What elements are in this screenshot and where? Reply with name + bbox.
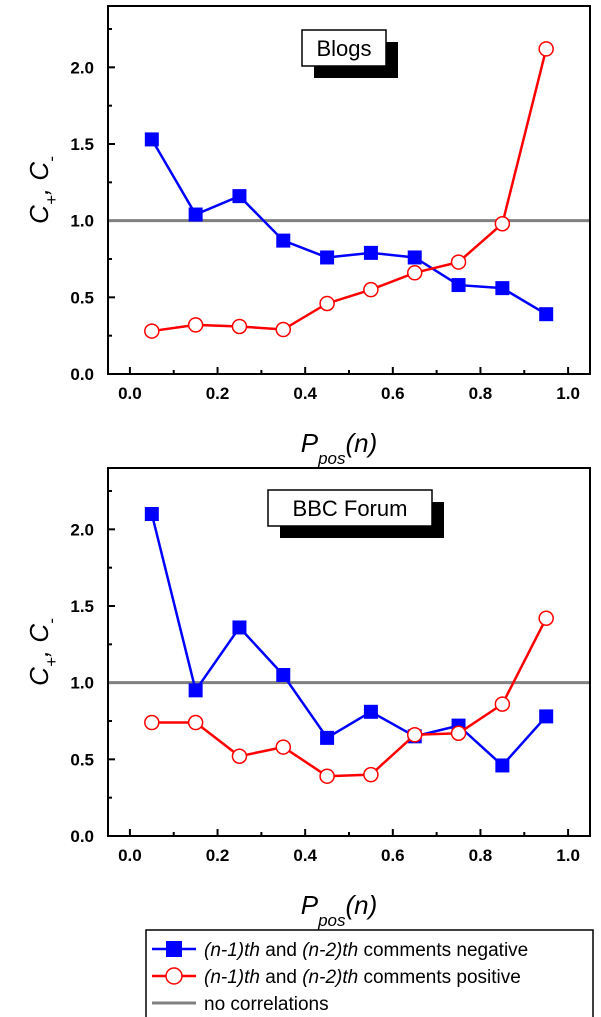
y-tick-label: 1.5 <box>70 135 94 154</box>
point-positive <box>187 714 204 731</box>
x-tick-label: 0.6 <box>381 384 405 403</box>
y-tick-label: 1.0 <box>70 212 94 231</box>
title-box <box>301 29 387 67</box>
point-negative <box>188 207 203 222</box>
point-negative <box>188 683 203 698</box>
point-negative <box>539 709 554 724</box>
point-positive <box>319 768 335 784</box>
point-negative <box>495 281 510 296</box>
y-axis-label: C+, C- <box>24 618 61 686</box>
point-positive <box>406 727 423 743</box>
point-positive <box>406 265 423 281</box>
x-axis-label: Ppos(n) <box>301 890 378 930</box>
point-positive <box>144 323 160 339</box>
series-line-positive <box>151 617 548 778</box>
y-tick-label: 0.0 <box>70 365 94 384</box>
point-positive <box>538 41 554 57</box>
series-line-negative <box>150 138 547 316</box>
point-positive <box>538 610 554 627</box>
x-tick-label: 0.6 <box>381 846 405 865</box>
point-positive <box>494 215 511 232</box>
point-positive <box>275 739 292 755</box>
legend-box <box>145 929 594 1017</box>
series-line-positive <box>151 48 548 333</box>
point-positive <box>363 766 379 783</box>
point-negative <box>320 250 335 265</box>
x-tick-label: 0.0 <box>118 384 142 403</box>
y-tick-label: 2.0 <box>70 58 94 77</box>
legend-label-negative: (n-1)th and (n-2)th comments negative <box>204 940 528 961</box>
point-negative <box>495 758 510 773</box>
legend-marker-positive <box>165 967 183 985</box>
point-positive <box>144 714 160 731</box>
point-positive <box>275 321 292 338</box>
point-negative <box>276 668 291 682</box>
point-positive <box>187 317 204 333</box>
chart-title: BBC Forum <box>293 496 408 521</box>
chart-bbc-forum: 0.0 0.2 0.4 0.6 0.8 1.0 0.0 0.5 1.0 1.5 2.0 BBC For… <box>24 467 591 930</box>
x-tick-label: 1.0 <box>556 384 580 403</box>
point-positive <box>450 254 467 270</box>
legend-label-positive: (n-1)th and (n-2)th comments positive <box>204 967 521 988</box>
chart-blogs: 0.0 0.2 0.4 0.6 0.8 1.0 0.0 0.5 1.0 1.5 2.0 Blogs Pp… <box>24 5 591 468</box>
point-negative <box>363 704 378 719</box>
title-box <box>267 489 433 527</box>
point-negative <box>539 307 554 322</box>
point-positive <box>450 725 467 742</box>
point-negative <box>144 132 159 147</box>
point-negative <box>451 278 466 293</box>
x-tick-label: 0.2 <box>206 846 230 865</box>
x-tick-label: 0.4 <box>293 384 317 403</box>
y-tick-label: 2.0 <box>70 520 94 539</box>
x-tick-label: 0.4 <box>293 846 317 865</box>
y-tick-label: 0.5 <box>70 750 94 769</box>
chart-title: Blogs <box>316 36 371 61</box>
x-tick-label: 0.0 <box>118 846 142 865</box>
point-negative <box>232 620 247 635</box>
point-negative <box>363 245 378 260</box>
x-tick-label: 0.8 <box>469 846 493 865</box>
y-tick-label: 0.5 <box>70 288 94 307</box>
point-positive <box>494 696 511 712</box>
x-tick-label: 1.0 <box>556 846 580 865</box>
legend-label-no-correlation: no correlations <box>204 994 329 1015</box>
y-tick-label: 1.0 <box>70 674 94 693</box>
point-positive <box>231 318 248 335</box>
x-tick-label: 0.8 <box>469 384 493 403</box>
x-axis-label: Ppos(n) <box>301 428 378 468</box>
point-negative <box>144 507 159 521</box>
point-negative <box>407 250 422 265</box>
y-tick-label: 0.0 <box>70 827 94 846</box>
legend-marker-negative <box>166 941 182 957</box>
x-tick-label: 0.2 <box>206 384 230 403</box>
point-negative <box>232 189 247 204</box>
legend: (n-1)th and (n-2)th comments negative (n-… <box>145 929 594 1017</box>
point-negative <box>320 730 335 745</box>
point-positive <box>363 281 379 298</box>
y-axis-label: C+, C- <box>24 156 61 224</box>
point-negative <box>276 233 291 248</box>
point-positive <box>319 295 335 312</box>
series-line-negative <box>150 513 548 768</box>
y-tick-label: 1.5 <box>70 597 94 616</box>
point-positive <box>231 748 248 765</box>
